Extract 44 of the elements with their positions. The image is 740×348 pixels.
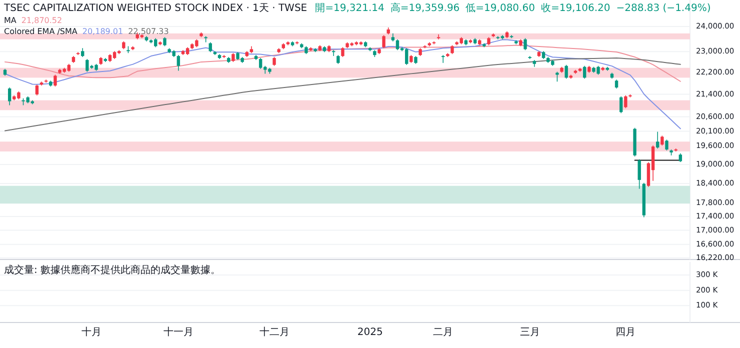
candlestick — [382, 34, 386, 49]
candlestick — [656, 131, 660, 149]
candlestick — [619, 96, 623, 114]
candlestick — [341, 46, 344, 58]
candlestick — [8, 87, 12, 106]
line-series — [4, 44, 681, 82]
x-tick-label: 2025 — [357, 327, 383, 338]
candlestick — [396, 38, 400, 51]
candlestick — [163, 36, 166, 47]
candlestick — [258, 58, 262, 70]
candlestick — [442, 54, 445, 64]
candlestick — [638, 158, 641, 190]
candlestick — [208, 42, 212, 52]
annotation: 低=19,080.60 — [466, 3, 535, 14]
candlestick — [176, 54, 180, 72]
candlestick — [332, 50, 336, 56]
candlestick — [582, 65, 586, 80]
annotation: 收=19,106.20 — [540, 3, 610, 14]
candlestick — [564, 64, 568, 80]
annotation: 開=19,321.14 — [315, 3, 384, 14]
annotation: −288.83 (−1.49%) — [616, 3, 711, 14]
annotation: 22,507.33 — [128, 27, 169, 36]
annotation: 高=19,359.96 — [390, 2, 460, 14]
candlestick — [436, 34, 440, 40]
x-tick-label: 四月 — [616, 327, 636, 338]
candlestick — [35, 84, 39, 96]
text: MA — [4, 16, 17, 25]
x-tick-label: 十月 — [82, 326, 102, 338]
x-tick-label: 三月 — [520, 327, 540, 338]
candlestick — [524, 38, 527, 51]
x-tick-label: 二月 — [433, 327, 454, 338]
annotation: 20,189.01 — [82, 27, 124, 36]
candlestick — [665, 139, 668, 151]
x-tick-label: 十一月 — [163, 326, 194, 338]
candlestick — [54, 74, 57, 87]
candlestick — [660, 135, 664, 146]
x-tick-label: 十二月 — [259, 326, 290, 338]
chart-title: 成交量: 數據供應商不提供此商品的成交量數據。 — [4, 264, 221, 276]
annotation: 21,870.52 — [21, 16, 62, 25]
line-series — [4, 58, 681, 132]
chart-title: TSEC CAPITALIZATION WEIGHTED STOCK INDEX · 1天 · TWSE — [3, 3, 308, 14]
line-series — [4, 39, 681, 130]
candlestick — [624, 94, 628, 109]
annotation: Colored EMA /SMA — [4, 27, 78, 36]
